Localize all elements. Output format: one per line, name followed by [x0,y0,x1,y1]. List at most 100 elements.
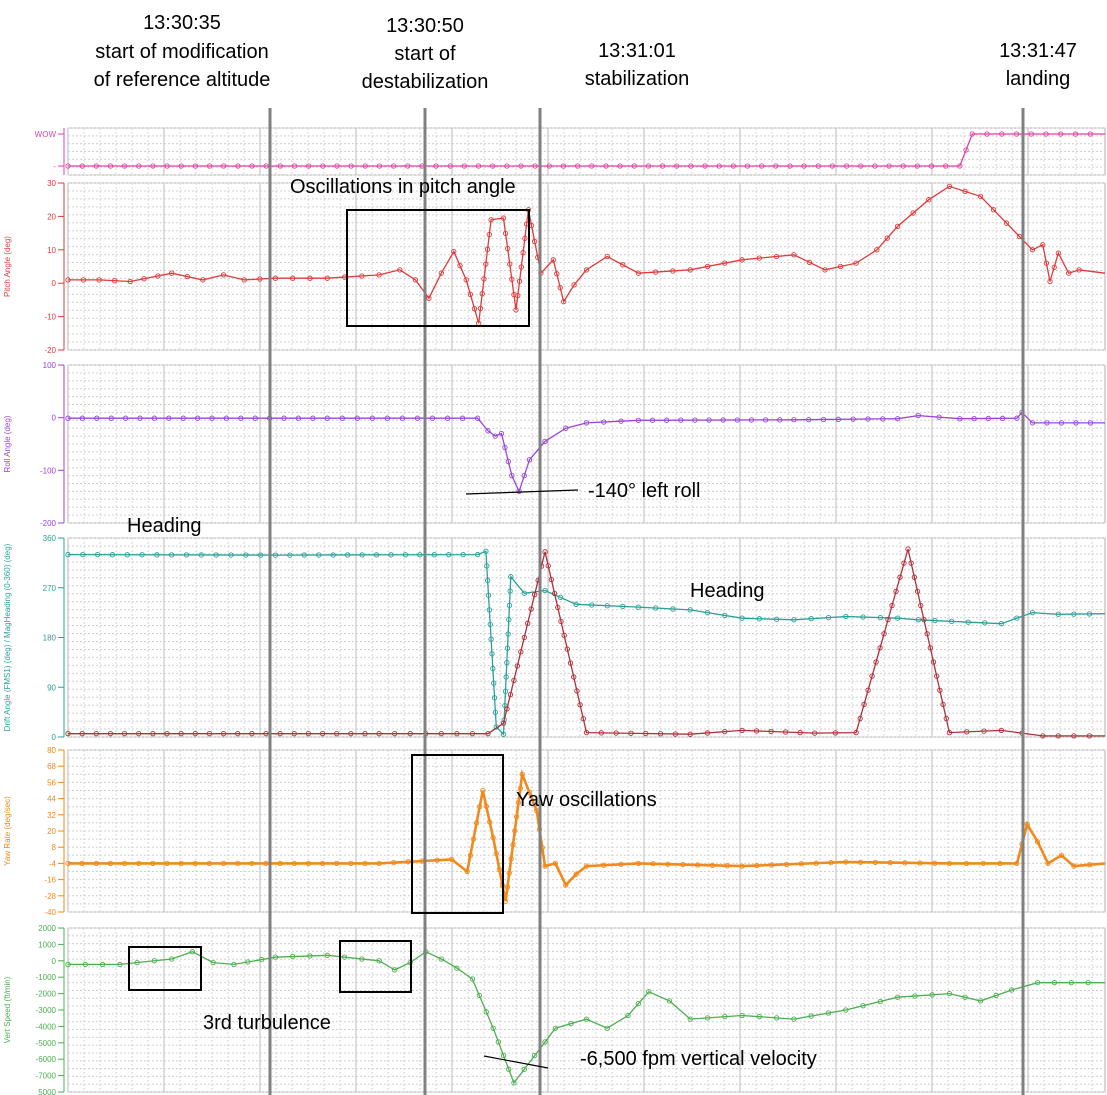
data-point-pitch [457,263,463,269]
data-point-wow [574,163,581,169]
data-point-pitch [518,264,524,270]
data-point-heading [504,645,511,651]
data-point-yaw [963,860,969,867]
data-point-pitch [704,263,711,270]
data-point-vs [392,967,398,973]
data-point-roll [324,415,330,421]
data-point-yaw [887,859,893,866]
data-point-heading [109,552,116,558]
data-point-wow [334,163,340,169]
data-point-pitch [290,275,296,281]
data-point-wow [305,163,312,169]
data-point-pitch [557,285,563,291]
y-tick-label: -3000 [36,1006,57,1015]
data-point-pitch [550,257,556,263]
data-point-heading [635,604,641,610]
data-point-vs [635,1000,641,1007]
data-point-wow [390,163,397,169]
data-point-wow [206,163,213,169]
data-point-vs [117,961,123,968]
data-point-pitch [837,263,844,270]
data-point-yaw [980,860,986,867]
data-point-wow [900,163,906,169]
data-point-vs [324,952,330,958]
data-point-heading [865,687,871,693]
y-tick-label: 8 [52,843,57,852]
data-point-heading [853,729,859,736]
data-point-heading [561,632,567,638]
y-tick-label: 90 [47,683,56,692]
data-point-pitch [1040,242,1046,248]
data-point-pitch [822,267,828,273]
data-point-wow [858,163,864,169]
data-point-wow [872,163,878,169]
data-point-wow [320,163,326,169]
data-point-pitch [481,276,487,282]
data-point-vs [912,993,918,999]
event-desc-line1: start of [394,43,456,65]
vs-callout-leader [483,1055,549,1069]
data-point-vs [495,1039,502,1045]
series-line-heading [67,550,1106,736]
data-point-heading [502,688,509,694]
data-point-vs [376,958,382,964]
data-point-yaw [150,860,156,867]
data-point-roll [957,416,963,422]
y-tick-label: -4 [49,859,57,868]
data-point-yaw [573,871,579,877]
data-point-heading [808,616,814,622]
data-point-yaw [490,835,496,841]
data-point-heading [965,619,971,625]
data-point-heading [580,716,586,722]
data-point-wow [984,131,990,137]
data-point-roll [509,472,515,479]
data-point-yaw [542,863,548,869]
data-point-roll [444,415,451,421]
data-point-roll [137,415,143,421]
data-point-yaw [136,860,142,867]
data-point-roll [151,415,158,421]
data-point-wow [504,163,510,169]
data-point-heading [121,731,128,737]
data-point-vs [65,961,71,968]
data-point-pitch [488,217,494,223]
data-point-yaw [769,862,775,868]
data-point-roll [563,425,569,431]
data-point-vs [134,959,140,966]
data-point-pitch [65,277,71,283]
data-point-heading [548,576,555,583]
data-point-heading [79,731,85,737]
event-lines [268,108,1025,1095]
data-point-heading [488,636,494,642]
data-point-vs [231,961,237,968]
data-point-yaw [709,862,716,868]
data-point-heading [687,607,693,613]
data-point-vs [1068,980,1074,986]
data-point-heading [930,659,937,665]
data-point-pitch [522,235,528,241]
data-point-yaw [504,884,511,890]
data-point-yaw [79,860,85,867]
data-point-heading [446,552,452,558]
data-point-roll [498,430,505,437]
data-point-heading [915,617,921,623]
data-point-wow [235,163,241,169]
data-point-roll [1044,420,1050,426]
data-point-roll [492,433,498,439]
data-point-vs [511,1080,517,1086]
data-point-heading [474,551,481,558]
data-point-wow [560,163,567,169]
data-point-heading [334,731,340,737]
series-line-pitch [68,185,1106,324]
data-point-heading [893,588,899,595]
y-tick-label: 10 [47,246,56,255]
data-point-heading [937,687,943,693]
data-point-heading [857,715,863,722]
data-point-heading [514,663,521,669]
data-point-roll [806,416,812,423]
y-tick-label: 44 [47,795,56,804]
data-point-wow [121,163,128,169]
data-point-heading [316,552,322,558]
data-point-heading [908,560,914,566]
data-point-vs [722,1014,728,1020]
